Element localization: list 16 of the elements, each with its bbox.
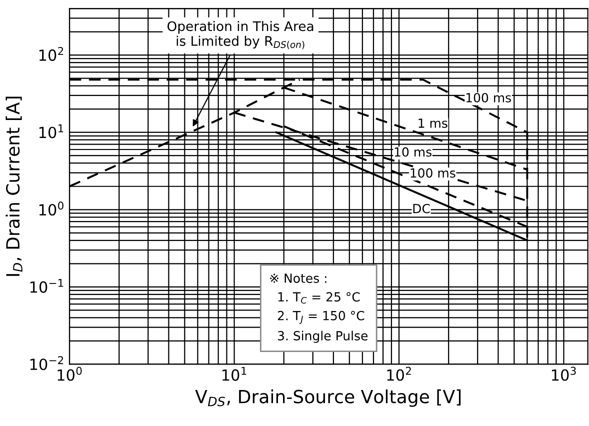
y-tick-label: 10$^{0}$ — [39, 202, 64, 216]
x-tick-label: 10$^{3}$ — [552, 366, 576, 381]
y-tick-label: 10$^{1}$ — [39, 124, 64, 138]
series-label: 10 ms — [394, 147, 432, 157]
x-tick-label: 10$^{1}$ — [222, 366, 246, 381]
x-axis-title: V$_{DS}$, Drain-Source Voltage [V] — [195, 389, 461, 407]
series-label: 100 ms — [466, 92, 511, 102]
y-tick-label: 10$^{2}$ — [39, 46, 64, 61]
series-label: 1 ms — [418, 118, 448, 128]
annotation: Operation in This Area is Limited by R$_{DS(on)}$ — [167, 20, 314, 50]
series-label: DC — [413, 204, 430, 214]
text: ※ Notes : 1. T$_{C}$ = 25 °C 2. T$_{J}$ = 150 °C 3. Single Pulse — [270, 274, 368, 343]
series-label: 100 ms — [410, 168, 456, 178]
y-tick-label: 10$^{−1}$ — [30, 278, 64, 293]
y-axis-title: I$_{D}$, Drain Current [A] — [6, 96, 22, 276]
x-tick-label: 10$^{2}$ — [387, 366, 411, 381]
